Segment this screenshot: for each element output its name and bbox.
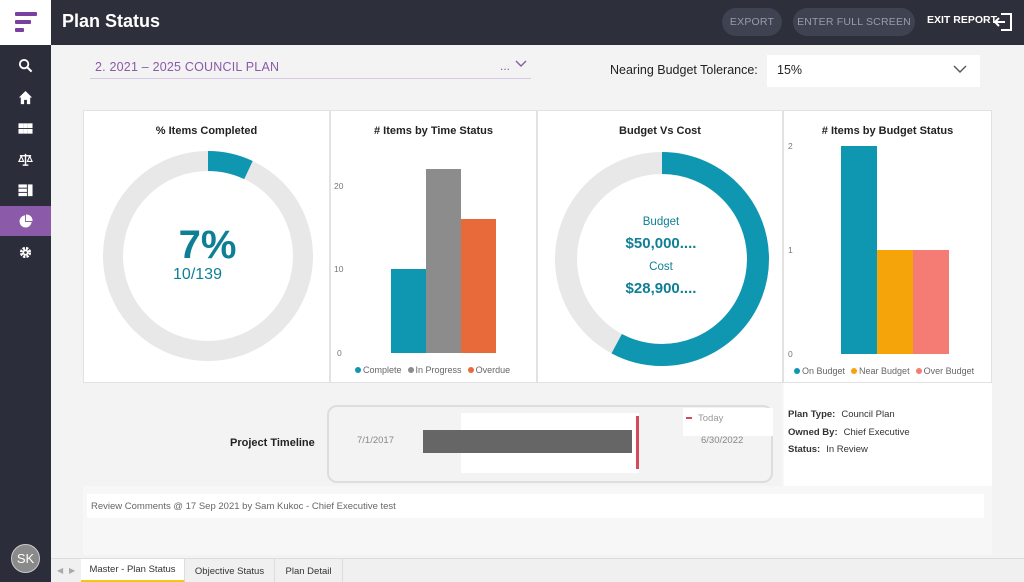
exit-report-button[interactable]: EXIT REPORT [927,14,998,26]
legend-over-budget: Over Budget [915,366,974,376]
exit-icon[interactable] [992,11,1014,33]
bar-overdue [461,219,496,353]
tab-plan-detail[interactable]: Plan Detail [275,559,343,582]
items-completed-panel: % Items Completed 7% 10/139 [83,110,330,383]
y-tick: 20 [334,181,344,191]
legend-in-progress: In Progress [407,365,462,375]
plan-status-row: Status: In Review [788,444,868,455]
chevron-down-icon [953,65,967,73]
cost-value: $28,900.... [625,280,697,297]
budget-status-legend: On Budget Near Budget Over Budget [794,366,974,376]
today-marker [636,416,639,469]
sidebar-item-list[interactable] [0,175,51,205]
fullscreen-button[interactable]: ENTER FULL SCREEN [793,8,915,36]
bar-in-progress [426,169,461,353]
timeline-end-date: 6/30/2022 [701,435,744,446]
home-icon [18,90,33,104]
plan-type-row: Plan Type: Council Plan [788,409,895,420]
timeline-panel: Project Timeline 7/1/2017 6/30/2022 Toda… [83,383,782,486]
timeline-label: Project Timeline [230,437,315,449]
app-logo[interactable] [0,0,51,45]
y-tick: 0 [788,349,793,359]
grid-icon [18,122,33,134]
sidebar-item-search[interactable] [0,50,51,80]
legend-near-budget: Near Budget [851,366,910,376]
budget-label: Budget [642,216,680,228]
bottom-section: Project Timeline 7/1/2017 6/30/2022 Toda… [83,383,992,555]
tab-master-plan-status[interactable]: Master - Plan Status [81,559,185,582]
plan-select[interactable]: 2. 2021 – 2025 COUNCIL PLAN ... [90,55,531,79]
sidebar-item-scale[interactable] [0,144,51,174]
y-tick: 10 [334,264,344,274]
plan-select-ellipsis: ... [500,59,511,73]
tab-prev-icon[interactable]: ◀ [57,566,64,575]
sidebar: SK [0,0,51,582]
cost-label: Cost [649,261,673,273]
scale-icon [18,153,33,166]
legend-overdue: Overdue [467,365,510,375]
items-completed-donut [103,151,313,361]
legend-complete: Complete [355,365,402,375]
gear-icon [19,246,32,258]
budget-cost-donut [555,152,769,366]
plan-owner-row: Owned By: Chief Executive [788,427,910,438]
completed-percent: 7% [178,223,237,267]
review-comments: Review Comments @ 17 Sep 2021 by Sam Kuk… [87,494,984,518]
tolerance-label: Nearing Budget Tolerance: [610,63,758,77]
export-button[interactable]: EXPORT [722,8,782,36]
sidebar-item-grid[interactable] [0,113,51,143]
tolerance-value: 15% [777,63,803,77]
sidebar-item-home[interactable] [0,82,51,112]
sidebar-item-reports[interactable] [0,206,51,236]
bar-on-budget [841,146,877,354]
timeline-bar [423,430,632,453]
budget-status-panel: # Items by Budget Status 0 1 2 On Budget… [783,110,992,383]
bar-near-budget [877,250,913,354]
header-bar: Plan Status EXPORT ENTER FULL SCREEN EXI… [51,0,1024,45]
tolerance-select[interactable]: 15% [767,55,980,87]
plan-info-panel: Plan Type: Council Plan Owned By: Chief Ex… [784,383,992,486]
legend-on-budget: On Budget [794,366,845,376]
bar-complete [391,269,426,353]
y-tick: 0 [337,348,342,358]
y-tick: 2 [788,141,793,151]
y-tick: 1 [788,245,793,255]
tab-next-icon[interactable]: ▶ [69,566,76,575]
search-icon [18,58,33,72]
completed-count: 10/139 [173,266,222,283]
time-status-panel: # Items by Time Status 0 10 20 Complete … [330,110,537,383]
today-legend: Today [686,413,723,424]
budget-value: $50,000.... [625,235,697,252]
items-completed-title: % Items Completed [155,125,258,137]
budget-status-title: # Items by Budget Status [821,125,954,137]
timeline-start-date: 7/1/2017 [357,435,394,446]
timeline-chart: 7/1/2017 6/30/2022 Today [327,405,773,483]
budget-cost-title: Budget Vs Cost [619,125,701,137]
budget-cost-panel: Budget Vs Cost Budget $50,000.... Cost $… [537,110,783,383]
chevron-down-icon [515,60,527,67]
review-comments-text: Review Comments @ 17 Sep 2021 by Sam Kuk… [91,501,396,512]
donut-cost-arc [555,152,769,366]
bar-over-budget [913,250,949,354]
page-title: Plan Status [62,11,161,31]
donut-completed-arc [103,151,313,361]
tab-objective-status[interactable]: Objective Status [185,559,275,582]
page-tabs: ◀ ▶ Master - Plan Status Objective Statu… [51,558,1024,582]
pie-chart-icon [19,213,33,227]
avatar[interactable]: SK [11,544,40,573]
list-icon [18,183,33,196]
sidebar-item-settings[interactable] [0,237,51,267]
plan-select-value: 2. 2021 – 2025 COUNCIL PLAN [95,60,280,74]
time-status-legend: Complete In Progress Overdue [355,365,510,375]
time-status-title: # Items by Time Status [373,125,493,137]
